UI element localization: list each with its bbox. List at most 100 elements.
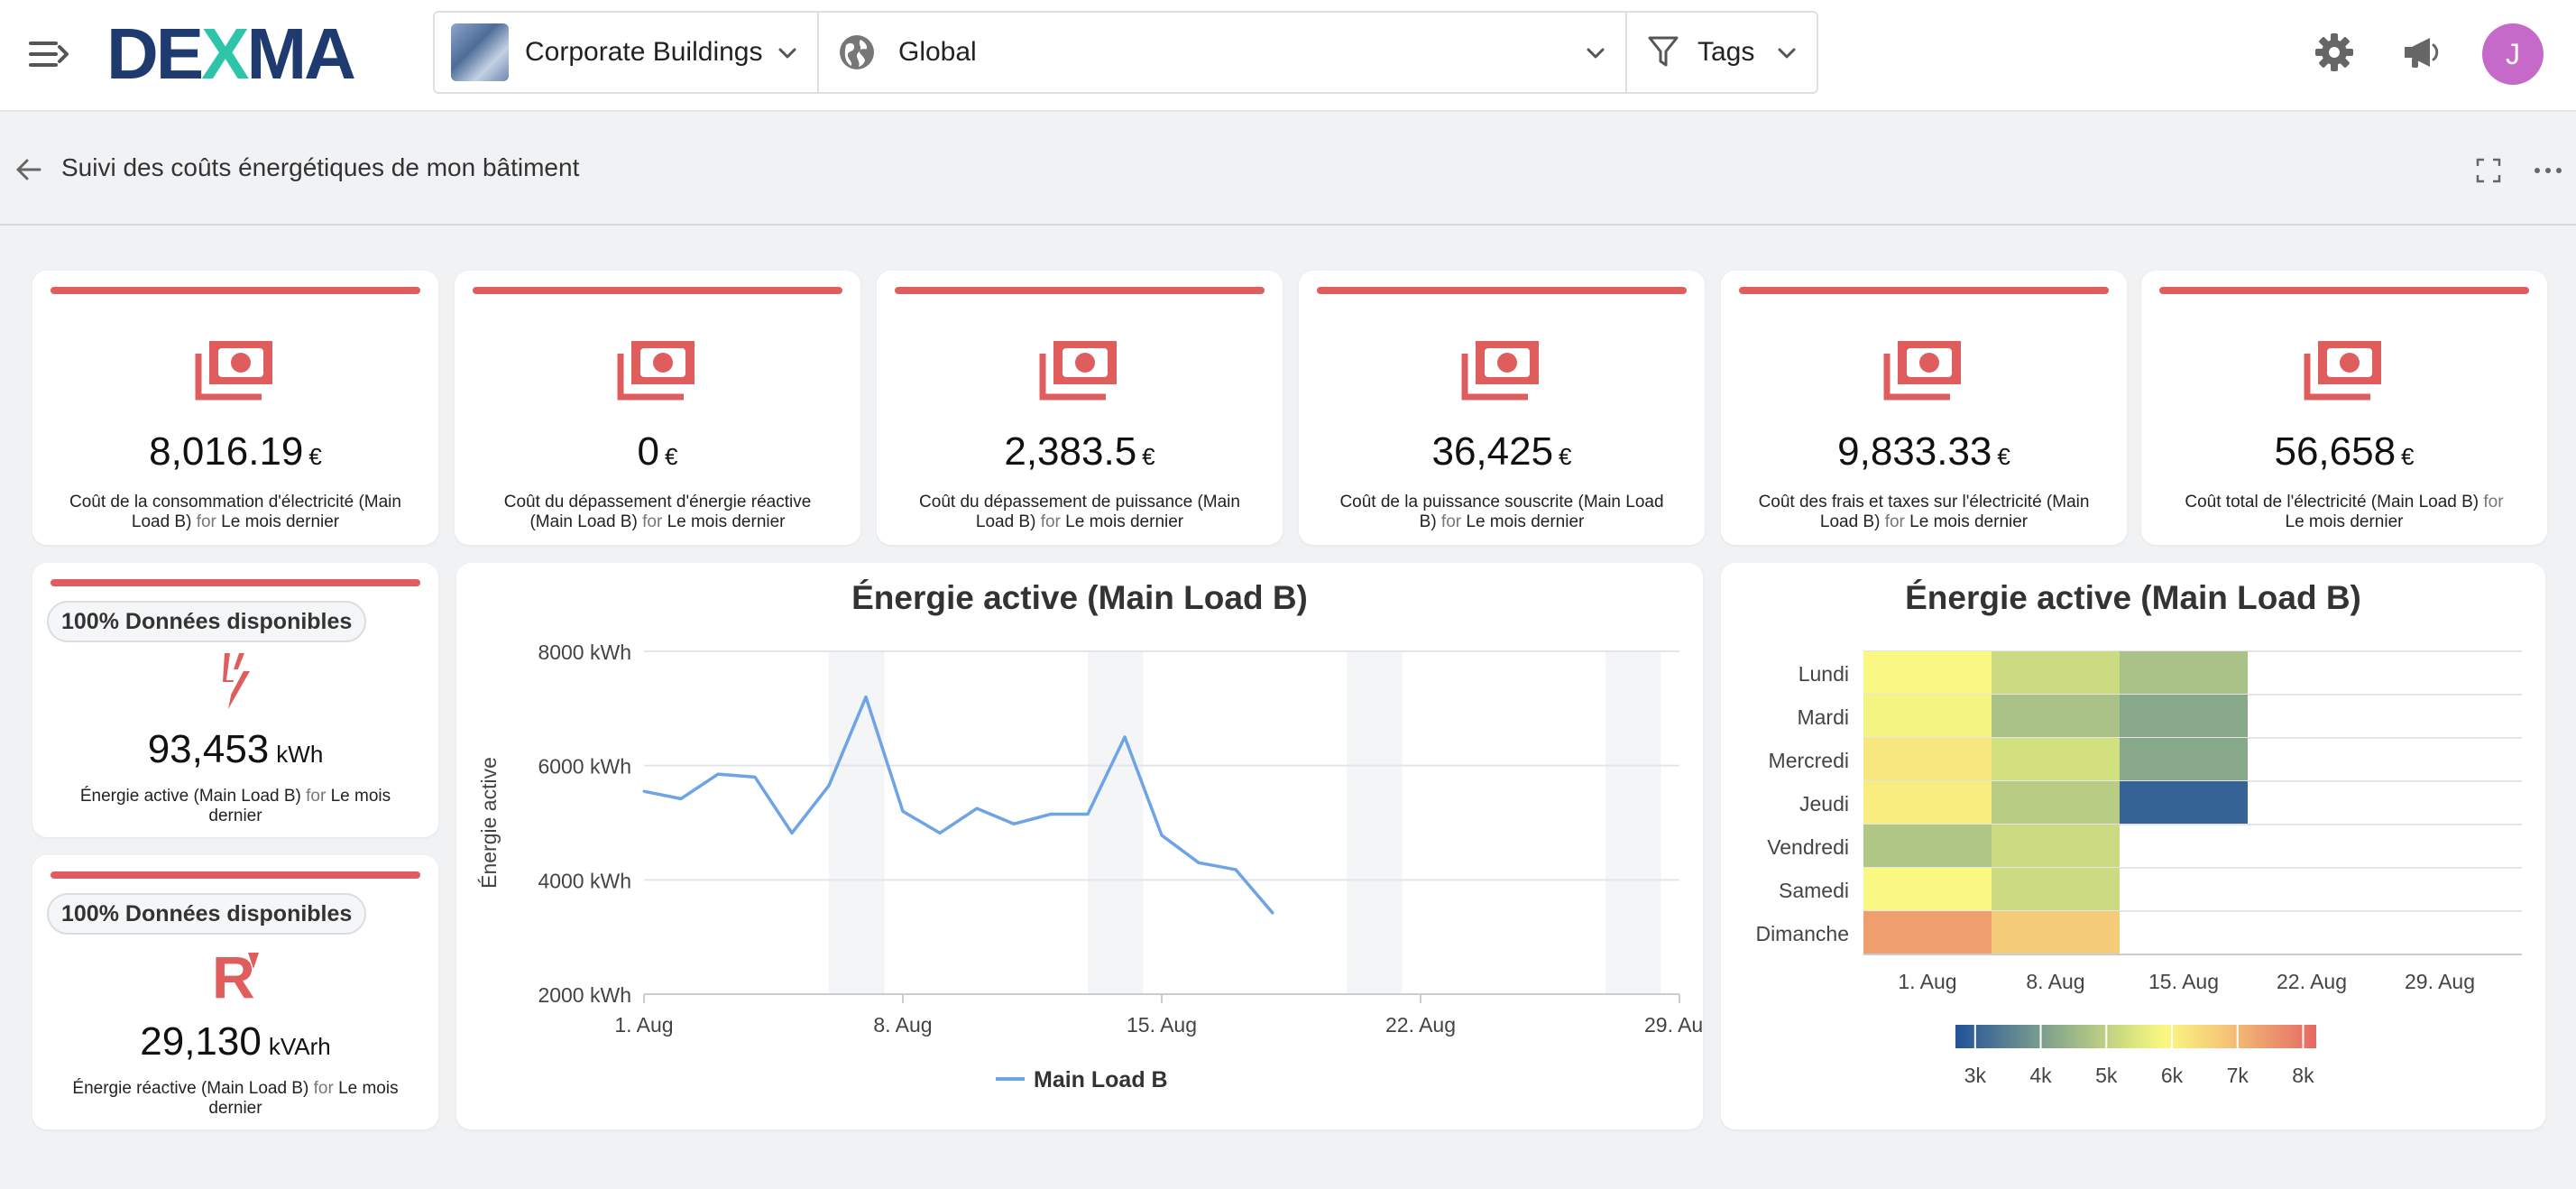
chevron-down-icon — [778, 48, 796, 59]
x-tick-label: 8. Aug — [873, 1013, 932, 1037]
line-chart-title: Énergie active (Main Load B) — [851, 579, 1308, 616]
building-thumbnail — [451, 23, 509, 81]
x-tick-label: 29. Aug — [1644, 1013, 1703, 1037]
color-scale-label: 7k — [2227, 1064, 2249, 1087]
kpi-value: 2,383.5 € — [1004, 429, 1155, 474]
y-tick-label: 6000 kWh — [538, 755, 631, 779]
heatmap-row-label: Dimanche — [1755, 922, 1849, 945]
data-point — [1086, 813, 1090, 816]
heatmap-cell — [2120, 738, 2248, 781]
more-options-icon[interactable] — [2533, 157, 2563, 184]
data-point — [753, 775, 757, 779]
lightning-icon — [223, 653, 250, 709]
kpi-card[interactable]: 9,833.33 € Coût des frais et taxes sur l'é… — [1721, 271, 2127, 545]
legend-label: Main Load B — [1034, 1067, 1168, 1092]
reactive-energy-card[interactable]: 100% Données disponibles R 29,130 kVArh É… — [32, 855, 438, 1129]
kpi-card[interactable]: 0 € Coût du dépassement d'énergie réactive… — [455, 271, 860, 545]
active-energy-line-chart: 8000 kWh 6000 kWh 4000 kWh 2000 kWh 1. Aug 8.… — [477, 641, 1703, 1092]
active-energy-value: 93,453 kWh — [147, 727, 324, 771]
kpi-label: Coût de la puissance souscrite (Main Loa… — [1339, 493, 1664, 531]
heatmap-x-tick-label: 1. Aug — [1898, 970, 1956, 993]
heatmap-cell — [2120, 651, 2248, 695]
card-accent-bar — [51, 871, 420, 879]
heatmap-color-scale — [1955, 1025, 2316, 1048]
kpi-value: 0 € — [637, 429, 678, 474]
gear-icon[interactable] — [2313, 31, 2356, 74]
heatmap-row-label: Mardi — [1797, 705, 1849, 729]
heatmap-x-tick-label: 15. Aug — [2148, 970, 2219, 993]
kpi-card[interactable]: 2,383.5 € Coût du dépassement de puissance… — [877, 271, 1283, 545]
weekend-band — [1347, 651, 1403, 994]
weekend-band — [829, 651, 885, 994]
heatmap-cell — [1992, 868, 2120, 911]
color-scale-label: 8k — [2292, 1064, 2314, 1087]
color-scale-label: 3k — [1964, 1064, 1987, 1087]
dexma-logo[interactable]: DEXMA — [106, 14, 356, 94]
data-point — [901, 809, 905, 813]
heatmap-x-tick-label: 8. Aug — [2026, 970, 2084, 993]
heatmap-title: Énergie active (Main Load B) — [1905, 579, 2361, 616]
megaphone-icon[interactable] — [2399, 31, 2443, 74]
data-point — [1271, 911, 1274, 915]
heatmap-cell — [1992, 695, 2120, 738]
kpi-card[interactable]: 36,425 € Coût de la puissance souscrite (M… — [1299, 271, 1705, 545]
fullscreen-icon[interactable] — [2475, 157, 2502, 184]
active-energy-heatmap-card[interactable]: Énergie active (Main Load B) Lundi Mardi M… — [1721, 563, 2545, 1129]
data-point — [975, 806, 979, 810]
weekend-band — [1605, 651, 1661, 994]
data-point — [938, 831, 942, 834]
x-tick-label: 22. Aug — [1385, 1013, 1456, 1037]
active-energy-heatmap: Lundi Mardi Mercredi Jeudi Vendredi Samedi Dim… — [1755, 650, 2522, 1087]
money-icon — [1039, 341, 1117, 401]
data-point — [1197, 861, 1201, 864]
chevron-down-icon — [1778, 48, 1796, 59]
heatmap-x-tick-label: 29. Aug — [2405, 970, 2475, 993]
heatmap-cell — [1863, 651, 1992, 695]
weekend-band — [1088, 651, 1144, 994]
heatmap-row-label: Lundi — [1799, 662, 1849, 686]
back-arrow-icon[interactable] — [14, 155, 43, 184]
kpi-label: Coût du dépassement d'énergie réactive (… — [503, 493, 812, 531]
tags-filter[interactable]: Tags — [1627, 13, 1817, 92]
user-avatar[interactable]: J — [2482, 23, 2544, 85]
kpi-card[interactable]: 56,658 € Coût total de l'électricité (Main… — [2141, 271, 2547, 545]
color-scale-label: 6k — [2161, 1064, 2184, 1087]
kpi-value: 8,016.19 € — [149, 429, 322, 474]
scope-selector-label: Global — [898, 37, 977, 67]
heatmap-cell — [1863, 868, 1992, 911]
heatmap-x-tick-label: 22. Aug — [2277, 970, 2347, 993]
chevron-down-icon — [1587, 48, 1605, 59]
x-tick-label: 15. Aug — [1127, 1013, 1197, 1037]
active-energy-line-chart-card[interactable]: Énergie active (Main Load B) 8000 kWh 600… — [456, 563, 1703, 1129]
x-tick-label: 1. Aug — [614, 1013, 673, 1037]
kpi-value: 9,833.33 € — [1837, 429, 2010, 474]
reactive-energy-icon: R — [212, 944, 259, 1005]
heatmap-cell — [1992, 738, 2120, 781]
building-selector[interactable]: Corporate Buildings — [435, 13, 819, 92]
heatmap-cell — [1992, 781, 2120, 825]
kpi-card[interactable]: 8,016.19 € Coût de la consommation d'élect… — [32, 271, 438, 545]
data-point — [679, 797, 683, 800]
heatmap-cell — [2120, 781, 2248, 825]
building-selector-label: Corporate Buildings — [525, 37, 763, 67]
heatmap-row-label: Samedi — [1779, 879, 1849, 902]
card-accent-bar — [473, 287, 842, 294]
series-line-main-load-b — [643, 695, 1274, 915]
money-icon — [1461, 341, 1539, 401]
heatmap-row-label: Jeudi — [1799, 792, 1849, 816]
heatmap-cell — [1863, 825, 1992, 868]
kpi-label: Coût du dépassement de puissance (Main L… — [919, 493, 1240, 531]
heatmap-cell — [1992, 651, 2120, 695]
card-accent-bar — [1317, 287, 1687, 294]
data-point — [1160, 834, 1164, 837]
tags-filter-label: Tags — [1697, 37, 1755, 67]
menu-expand-icon[interactable] — [29, 36, 70, 72]
y-axis-label: Énergie active — [477, 757, 501, 889]
active-energy-card[interactable]: 100% Données disponibles 93,453 kWh Énerg… — [32, 563, 438, 837]
kpi-label: Coût des frais et taxes sur l'électricit… — [1758, 493, 2090, 531]
page-title: Suivi des coûts énergétiques de mon bâti… — [61, 153, 580, 181]
data-point — [642, 789, 646, 793]
svg-text:R: R — [212, 944, 255, 1005]
y-tick-label: 2000 kWh — [538, 983, 631, 1007]
scope-selector[interactable]: Global — [819, 13, 1627, 92]
